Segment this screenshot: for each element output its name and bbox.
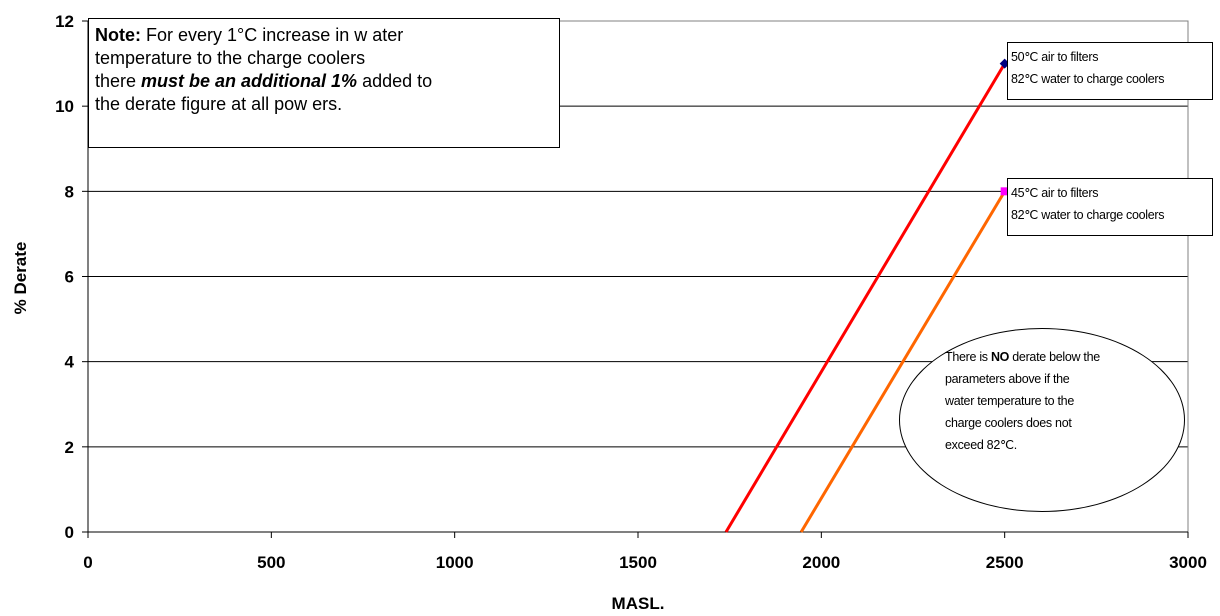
x-axis-ticks: 0 500 1000 1500 2000 2500 3000 [83, 531, 1207, 572]
note-lead: Note: [95, 25, 141, 45]
no-derate-bold: NO [990, 350, 1010, 364]
callout-45c-line-2: 82℃ water to charge coolers [1011, 208, 1165, 222]
no-derate-ellipse [899, 328, 1185, 512]
callout-45c-line-1: 45℃ air to filters [1011, 186, 1099, 200]
y-tick-label: 4 [65, 353, 75, 372]
note-emphasis: must be an additional 1% [141, 71, 358, 91]
series-1-line [724, 62, 1006, 533]
note-line-1: Note: For every 1°C increase in w ater [95, 24, 553, 47]
no-derate-text: There is NO derate below the parameters … [945, 346, 1145, 456]
y-tick-label: 0 [65, 523, 74, 542]
note-line-3: there must be an additional 1% added to [95, 70, 553, 93]
no-derate-line-3: water temperature to the [945, 394, 1074, 408]
note-box: Note: For every 1°C increase in w ater t… [88, 18, 560, 148]
note-line-4: the derate figure at all pow ers. [95, 94, 343, 114]
note-line-2: temperature to the charge coolers [95, 48, 366, 68]
callout-50c: 50℃ air to filters 82℃ water to charge c… [1007, 42, 1213, 100]
no-derate-line-1: There is NO derate below the [945, 346, 1145, 368]
callout-50c-line-1: 50℃ air to filters [1011, 50, 1099, 64]
y-tick-label: 2 [65, 438, 74, 457]
x-tick-label: 1000 [436, 553, 474, 572]
callout-45c: 45℃ air to filters 82℃ water to charge c… [1007, 178, 1213, 236]
no-derate-line-1-post: derate below the [1009, 350, 1100, 364]
x-tick-label: 3000 [1169, 553, 1207, 572]
x-tick-label: 2500 [986, 553, 1024, 572]
x-tick-label: 2000 [802, 553, 840, 572]
x-tick-label: 0 [83, 553, 92, 572]
series-lines [724, 58, 1010, 533]
callout-50c-line-2: 82℃ water to charge coolers [1011, 72, 1165, 86]
series-2-line [799, 190, 1006, 533]
note-line-1-text: For every 1°C increase in w ater [141, 25, 404, 45]
note-line-3-post: added to [357, 71, 433, 91]
no-derate-pre: There is [945, 350, 991, 364]
no-derate-line-4: charge coolers does not [945, 416, 1072, 430]
no-derate-line-5: exceed 82℃. [945, 438, 1017, 452]
series-2-marker [1000, 187, 1009, 196]
y-tick-label: 8 [65, 182, 74, 201]
x-tick-label: 500 [257, 553, 285, 572]
y-tick-label: 10 [55, 97, 74, 116]
y-tick-label: 12 [55, 12, 74, 31]
no-derate-line-2: parameters above if the [945, 372, 1070, 386]
y-axis-title: % Derate [11, 242, 30, 315]
x-axis-title: MASL. [612, 594, 665, 613]
y-tick-label: 6 [65, 268, 74, 287]
y-axis-ticks: 0 2 4 6 8 10 12 [55, 12, 89, 542]
note-line-3-pre: there [95, 71, 142, 91]
x-tick-label: 1500 [619, 553, 657, 572]
